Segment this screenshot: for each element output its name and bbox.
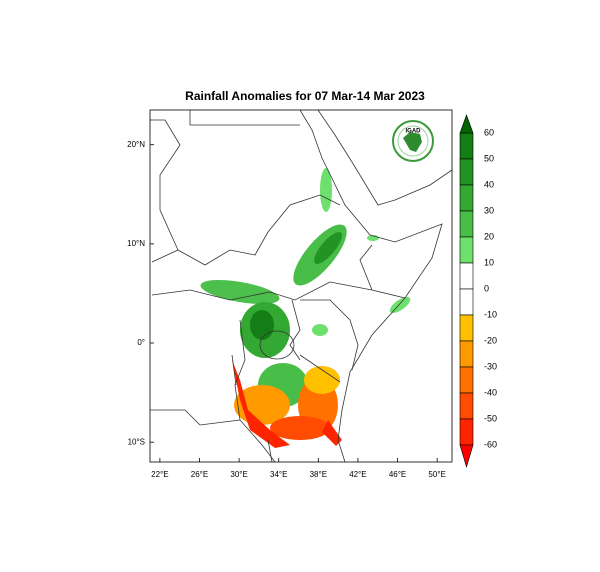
colorbar-box	[459, 418, 474, 446]
colorbar-extend-top	[459, 114, 474, 134]
y-tick-label: 20°N	[127, 140, 145, 149]
colorbar-tick-label: 40	[484, 179, 494, 189]
colorbar-tick-label: 30	[484, 205, 494, 215]
map-title: Rainfall Anomalies for 07 Mar-14 Mar 202…	[185, 89, 425, 103]
country-borders	[150, 110, 452, 462]
colorbar-box	[459, 210, 474, 238]
colorbar-extend-bottom	[459, 444, 474, 469]
x-tick-label: 50°E	[428, 470, 445, 479]
colorbar-box	[459, 392, 474, 420]
rainfall-shading	[200, 168, 411, 448]
colorbar-tick-label: -50	[484, 413, 497, 423]
x-tick-label: 42°E	[349, 470, 366, 479]
colorbar-tick-label: -40	[484, 387, 497, 397]
x-tick-label: 26°E	[191, 470, 208, 479]
x-tick-label: 22°E	[151, 470, 168, 479]
x-tick-label: 46°E	[389, 470, 406, 479]
colorbar-box	[459, 288, 474, 316]
logo-text: IGAD	[406, 129, 422, 135]
map-frame	[149, 109, 453, 463]
colorbar-box	[459, 184, 474, 212]
x-tick-label: 34°E	[270, 470, 287, 479]
x-tick-label: 30°E	[230, 470, 247, 479]
map-area	[150, 110, 452, 462]
colorbar-box	[459, 158, 474, 186]
colorbar-tick-label: -30	[484, 361, 497, 371]
logo: IGAD	[392, 120, 434, 162]
y-tick-label: 0°	[137, 338, 145, 347]
x-tick-label: 38°E	[310, 470, 327, 479]
colorbar-tick-label: 10	[484, 257, 494, 267]
colorbar-tick-label: -60	[484, 439, 497, 449]
colorbar-box	[459, 366, 474, 394]
colorbar-tick-label: -20	[484, 335, 497, 345]
colorbar-tick-label: 50	[484, 153, 494, 163]
colorbar-box	[459, 236, 474, 264]
colorbar-box	[459, 262, 474, 290]
colorbar-tick-label: 60	[484, 127, 494, 137]
y-tick-label: 10°S	[128, 437, 145, 446]
colorbar-box	[459, 340, 474, 368]
y-tick-label: 10°N	[127, 239, 145, 248]
colorbar-box	[459, 132, 474, 160]
colorbar-tick-label: 0	[484, 283, 489, 293]
colorbar-tick-label: -10	[484, 309, 497, 319]
colorbar-box	[459, 314, 474, 342]
colorbar-tick-label: 20	[484, 231, 494, 241]
